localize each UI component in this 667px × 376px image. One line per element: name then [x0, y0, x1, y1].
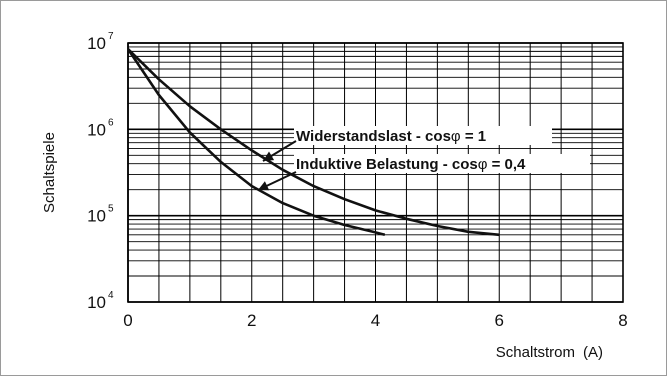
y-tick-label: 10 [87, 34, 106, 53]
x-axis-title: Schaltstrom [496, 344, 575, 361]
plot-border [127, 42, 624, 303]
x-tick-label: 6 [495, 311, 504, 330]
y-axis-title: Schaltspiele [41, 132, 58, 213]
annotation-label: Widerstandslast - cosφ = 1 [296, 128, 486, 145]
x-tick-label: 2 [247, 311, 256, 330]
x-axis-unit: (A) [583, 344, 603, 361]
x-tick-label: 8 [618, 311, 627, 330]
x-tick-label: 0 [123, 311, 132, 330]
y-tick-label: 10 [87, 207, 106, 226]
y-tick-exponent: 5 [108, 204, 114, 215]
y-tick-exponent: 7 [108, 31, 114, 42]
annotation-label: Induktive Belastung - cosφ = 0,4 [296, 156, 526, 173]
x-tick-label: 4 [371, 311, 380, 330]
annotation-arrowhead [263, 151, 275, 161]
y-tick-label: 10 [87, 120, 106, 139]
annotation-background [294, 126, 552, 145]
series-curves [126, 48, 500, 237]
annotation-background [294, 154, 590, 173]
annotation-arrowhead [258, 181, 270, 191]
series-line-1 [127, 48, 500, 237]
y-tick-exponent: 4 [108, 290, 114, 301]
series-line-2 [126, 48, 386, 237]
y-tick-exponent: 6 [108, 117, 114, 128]
y-tick-label: 10 [87, 293, 106, 312]
